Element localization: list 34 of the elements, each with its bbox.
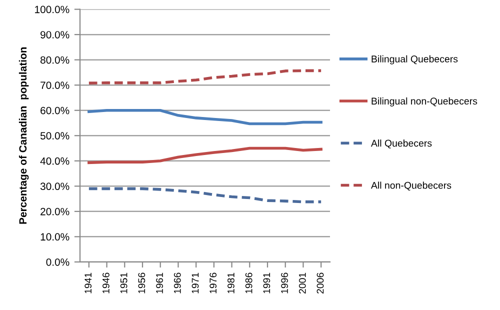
x-tick-label: 1981: [228, 272, 234, 294]
x-tick-label: 2001: [298, 272, 306, 294]
x-tick-label: 1986: [245, 272, 252, 294]
legend-label: All Quebecers: [370, 140, 432, 148]
y-axis-title: Percentage of Canadian population: [18, 47, 29, 224]
x-tick-label: 1976: [210, 272, 217, 294]
y-tick-label: 50.0%: [40, 132, 70, 140]
x-tick-label: 1991: [263, 272, 270, 294]
legend-label: All non-Quebecers: [370, 182, 452, 191]
y-tick-label: 40.0%: [40, 157, 70, 165]
y-tick-label: 0.0%: [46, 258, 70, 266]
x-tick-label: 1966: [174, 272, 181, 294]
line-series: [88, 69, 322, 84]
y-tick-label: 100.0%: [35, 6, 70, 14]
x-tick-label: 1961: [156, 272, 163, 294]
line-series: [88, 146, 322, 164]
y-tick-label: 30.0%: [40, 182, 70, 190]
y-tick-label: 80.0%: [40, 56, 70, 64]
x-tick-label: 1956: [138, 272, 146, 294]
x-tick-label: 1946: [102, 272, 110, 294]
x-tick-label: 2006: [316, 272, 324, 294]
x-tick-label: 1971: [192, 272, 199, 294]
y-tick-label: 90.0%: [40, 31, 70, 38]
legend-label: Bilingual non-Quebecers: [372, 97, 478, 106]
x-tick-label: 1951: [120, 272, 128, 294]
y-tick-label: 70.0%: [40, 82, 70, 89]
x-tick-label: 1996: [281, 272, 288, 294]
y-tick-label: 20.0%: [40, 208, 70, 216]
y-tick-label: 10.0%: [40, 233, 70, 241]
legend-label: Bilingual Quebecers: [372, 55, 458, 64]
line-series: [88, 108, 322, 126]
y-tick-label: 60.0%: [40, 106, 70, 114]
x-tick-label: 1941: [84, 272, 92, 294]
line-series: [88, 187, 322, 204]
